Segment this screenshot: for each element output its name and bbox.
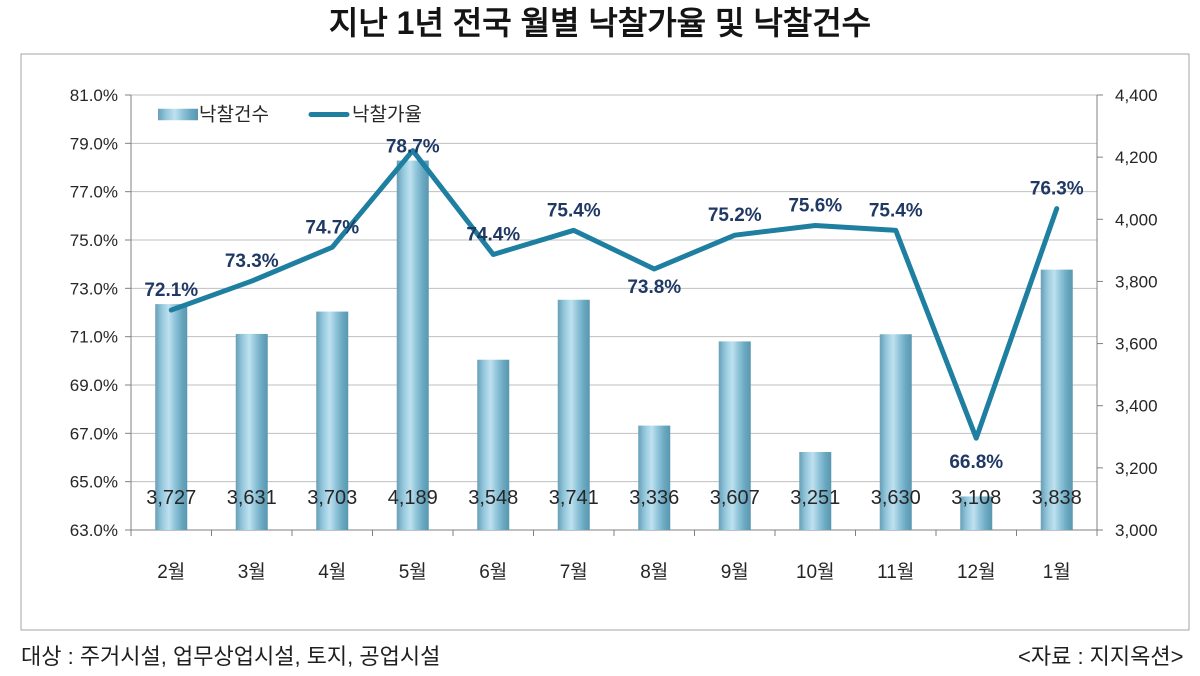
svg-text:77.0%: 77.0% bbox=[70, 183, 118, 202]
svg-text:3,630: 3,630 bbox=[871, 487, 921, 509]
svg-text:3,741: 3,741 bbox=[549, 487, 599, 509]
svg-text:78.7%: 78.7% bbox=[386, 137, 440, 158]
svg-text:1월: 1월 bbox=[1043, 561, 1071, 583]
svg-text:2월: 2월 bbox=[157, 561, 185, 583]
svg-text:67.0%: 67.0% bbox=[70, 424, 118, 443]
svg-text:3,838: 3,838 bbox=[1032, 487, 1082, 509]
svg-text:71.0%: 71.0% bbox=[70, 328, 118, 347]
svg-text:75.6%: 75.6% bbox=[788, 196, 842, 217]
svg-text:3,800: 3,800 bbox=[1115, 272, 1158, 291]
svg-text:79.0%: 79.0% bbox=[70, 134, 118, 153]
svg-text:낙찰가율: 낙찰가율 bbox=[352, 104, 422, 126]
svg-text:75.4%: 75.4% bbox=[547, 200, 601, 221]
svg-text:3,703: 3,703 bbox=[307, 487, 357, 509]
svg-text:73.8%: 73.8% bbox=[627, 277, 681, 298]
svg-text:10월: 10월 bbox=[796, 561, 835, 583]
svg-text:3,200: 3,200 bbox=[1115, 459, 1158, 478]
svg-text:6월: 6월 bbox=[479, 561, 507, 583]
svg-text:3,336: 3,336 bbox=[629, 487, 679, 509]
svg-text:5월: 5월 bbox=[399, 561, 427, 583]
svg-text:3,600: 3,600 bbox=[1115, 335, 1158, 354]
svg-text:74.7%: 74.7% bbox=[305, 217, 359, 238]
svg-text:8월: 8월 bbox=[640, 561, 668, 583]
svg-text:75.4%: 75.4% bbox=[869, 200, 923, 221]
svg-text:3월: 3월 bbox=[238, 561, 266, 583]
svg-text:73.0%: 73.0% bbox=[70, 279, 118, 298]
svg-text:3,400: 3,400 bbox=[1115, 397, 1158, 416]
svg-text:66.8%: 66.8% bbox=[949, 452, 1003, 473]
svg-text:3,108: 3,108 bbox=[951, 487, 1001, 509]
svg-text:9월: 9월 bbox=[721, 561, 749, 583]
svg-text:지난 1년 전국 월별 낙찰가율 및 낙찰건수: 지난 1년 전국 월별 낙찰가율 및 낙찰건수 bbox=[329, 5, 871, 41]
svg-text:72.1%: 72.1% bbox=[144, 280, 198, 301]
svg-text:3,251: 3,251 bbox=[790, 487, 840, 509]
svg-text:3,727: 3,727 bbox=[146, 487, 196, 509]
svg-text:4,200: 4,200 bbox=[1115, 148, 1158, 167]
svg-text:63.0%: 63.0% bbox=[70, 521, 118, 540]
svg-text:11월: 11월 bbox=[877, 561, 914, 583]
svg-text:75.0%: 75.0% bbox=[70, 231, 118, 250]
svg-text:76.3%: 76.3% bbox=[1030, 179, 1084, 200]
svg-text:7월: 7월 bbox=[560, 561, 588, 583]
svg-text:75.2%: 75.2% bbox=[708, 205, 762, 226]
svg-text:69.0%: 69.0% bbox=[70, 376, 118, 395]
svg-text:3,000: 3,000 bbox=[1115, 521, 1158, 540]
svg-text:65.0%: 65.0% bbox=[70, 473, 118, 492]
svg-text:4,000: 4,000 bbox=[1115, 210, 1158, 229]
svg-text:3,607: 3,607 bbox=[710, 487, 760, 509]
svg-text:74.4%: 74.4% bbox=[466, 225, 520, 246]
svg-text:81.0%: 81.0% bbox=[70, 86, 118, 105]
svg-text:3,631: 3,631 bbox=[227, 487, 277, 509]
svg-text:4월: 4월 bbox=[318, 561, 346, 583]
svg-text:73.3%: 73.3% bbox=[225, 251, 279, 272]
svg-text:낙찰건수: 낙찰건수 bbox=[199, 104, 269, 126]
svg-text:4,400: 4,400 bbox=[1115, 86, 1158, 105]
svg-text:3,548: 3,548 bbox=[468, 487, 518, 509]
svg-text:12월: 12월 bbox=[957, 561, 996, 583]
svg-text:4,189: 4,189 bbox=[388, 487, 438, 509]
